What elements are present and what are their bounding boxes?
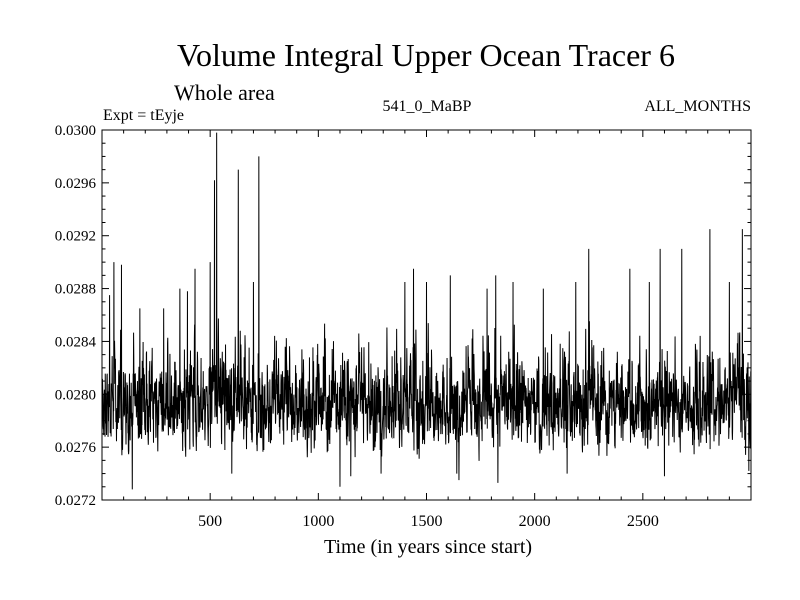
y-tick-label: 0.0292 (55, 229, 96, 245)
x-tick-label: 1000 (302, 513, 334, 530)
months-label: ALL_MONTHS (644, 98, 751, 115)
y-tick-label: 0.0280 (55, 387, 96, 403)
experiment-label: Expt = tEyje (103, 107, 184, 124)
y-tick-label: 0.0284 (55, 334, 97, 350)
period-label: 541_0_MaBP (383, 98, 472, 115)
x-axis: 500 1000 1500 2000 2500 (123, 130, 730, 530)
x-tick-label: 1500 (411, 513, 443, 530)
y-tick-label: 0.0296 (55, 176, 97, 192)
chart-title: Volume Integral Upper Ocean Tracer 6 (177, 37, 675, 73)
x-tick-label: 2000 (519, 513, 551, 530)
y-tick-label: 0.0272 (55, 493, 96, 509)
x-tick-label: 500 (198, 513, 222, 530)
plot-area (101, 129, 752, 501)
x-axis-label: Time (in years since start) (324, 536, 532, 558)
y-tick-label: 0.0276 (55, 440, 97, 456)
y-tick-label: 0.0300 (55, 123, 96, 139)
series-line (101, 132, 752, 490)
chart-subtitle: Whole area (174, 80, 275, 105)
x-tick-label: 2500 (627, 513, 659, 530)
y-tick-label: 0.0288 (55, 282, 96, 298)
y-axis: 0.0272 0.0276 0.0280 0.0284 0.0288 0.0292 0.02… (55, 123, 751, 509)
